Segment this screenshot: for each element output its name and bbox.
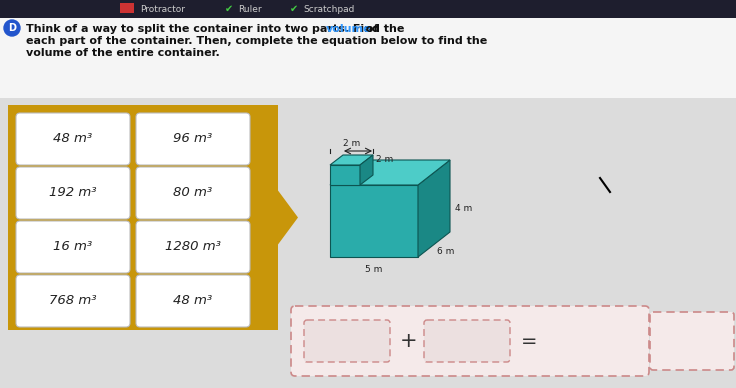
FancyBboxPatch shape xyxy=(136,167,250,219)
Text: 96 m³: 96 m³ xyxy=(174,132,213,146)
FancyBboxPatch shape xyxy=(136,113,250,165)
Text: 4 m: 4 m xyxy=(455,204,473,213)
FancyBboxPatch shape xyxy=(16,167,130,219)
FancyBboxPatch shape xyxy=(16,221,130,273)
Polygon shape xyxy=(418,160,450,257)
Text: volume: volume xyxy=(326,24,372,34)
Text: 768 m³: 768 m³ xyxy=(49,294,97,308)
Text: Ruler: Ruler xyxy=(238,5,261,14)
Text: Think of a way to split the container into two parts. Find the: Think of a way to split the container in… xyxy=(26,24,408,34)
Text: 16 m³: 16 m³ xyxy=(54,241,93,253)
Text: volume of the entire container.: volume of the entire container. xyxy=(26,48,220,58)
Text: Protractor: Protractor xyxy=(140,5,185,14)
Text: Scratchpad: Scratchpad xyxy=(303,5,354,14)
FancyBboxPatch shape xyxy=(136,275,250,327)
Text: 2 m: 2 m xyxy=(343,139,360,148)
Polygon shape xyxy=(278,191,298,244)
FancyBboxPatch shape xyxy=(16,113,130,165)
Text: 1280 m³: 1280 m³ xyxy=(165,241,221,253)
Bar xyxy=(0,18,736,98)
Text: 48 m³: 48 m³ xyxy=(174,294,213,308)
Bar xyxy=(0,0,736,18)
FancyBboxPatch shape xyxy=(424,320,510,362)
Polygon shape xyxy=(330,160,450,185)
Text: =: = xyxy=(521,331,537,350)
Polygon shape xyxy=(360,155,373,185)
Text: 48 m³: 48 m³ xyxy=(54,132,93,146)
Text: 192 m³: 192 m³ xyxy=(49,187,97,199)
Bar xyxy=(120,3,134,13)
Bar xyxy=(8,105,278,330)
Circle shape xyxy=(4,20,20,36)
Text: ✔: ✔ xyxy=(290,4,298,14)
Text: +: + xyxy=(400,331,418,351)
Polygon shape xyxy=(330,185,418,257)
Text: D: D xyxy=(8,23,16,33)
Text: ✔: ✔ xyxy=(225,4,233,14)
FancyBboxPatch shape xyxy=(650,312,734,370)
FancyBboxPatch shape xyxy=(291,306,649,376)
Text: 6 m: 6 m xyxy=(437,248,454,256)
Text: 2 m: 2 m xyxy=(376,156,393,165)
Text: 5 m: 5 m xyxy=(365,265,383,274)
Polygon shape xyxy=(330,155,373,165)
FancyBboxPatch shape xyxy=(136,221,250,273)
Polygon shape xyxy=(330,165,360,185)
Text: 80 m³: 80 m³ xyxy=(174,187,213,199)
FancyBboxPatch shape xyxy=(16,275,130,327)
Bar xyxy=(0,98,736,388)
FancyBboxPatch shape xyxy=(304,320,390,362)
Text: of: of xyxy=(362,24,378,34)
Text: each part of the container. Then, complete the equation below to find the: each part of the container. Then, comple… xyxy=(26,36,487,46)
